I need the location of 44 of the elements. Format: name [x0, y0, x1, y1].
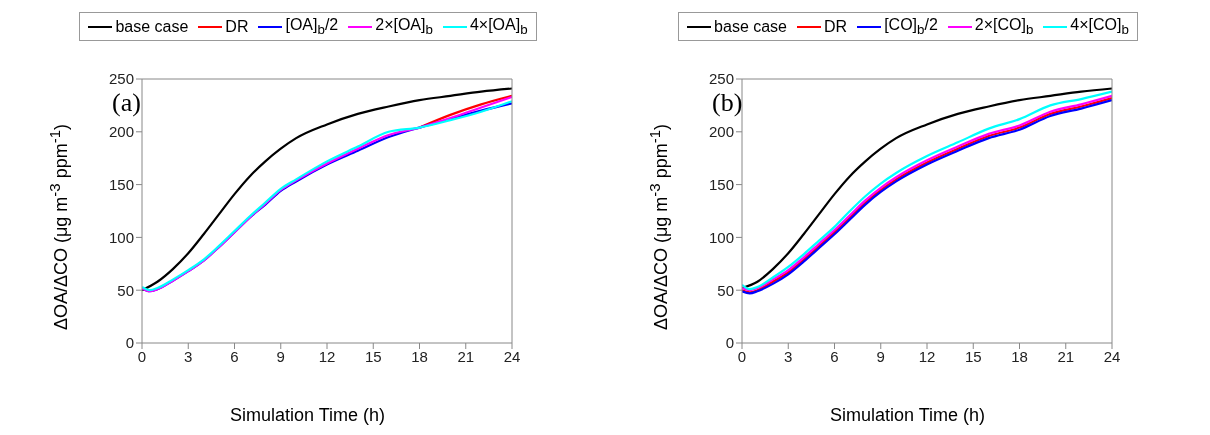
x-tick-label: 6 — [830, 347, 839, 365]
x-tick-label: 12 — [918, 347, 936, 365]
legend-label: 2×[OA]$_{b}$ — [375, 16, 433, 38]
legend-label: base case — [714, 17, 788, 36]
x-tick-label: 21 — [457, 347, 475, 365]
y-tick-label: 100 — [708, 228, 734, 246]
y-tick-label: 50 — [717, 281, 734, 299]
y-tick-label: 100 — [108, 228, 134, 246]
x-axis-title: Simulation Time (h) — [828, 405, 987, 426]
x-tick-label: 15 — [364, 347, 382, 365]
y-tick-label: 150 — [708, 175, 734, 193]
x-tick-label: 24 — [1103, 347, 1121, 365]
x-tick-label: 21 — [1057, 347, 1075, 365]
x-tick-label: 3 — [184, 347, 193, 365]
x-tick-label: 9 — [876, 347, 885, 365]
annotation: (b) — [712, 88, 743, 118]
legend-label: 4×[CO]$_{b}$ — [1070, 16, 1129, 38]
legend-label: [CO]$_{b}$/2 — [884, 16, 938, 38]
legend-label: DR — [824, 17, 848, 36]
y-tick-label: 150 — [108, 175, 134, 193]
y-tick-label: 0 — [125, 334, 134, 352]
x-tick-label: 18 — [411, 347, 428, 365]
x-tick-label: 0 — [137, 347, 147, 365]
text: (a) — [112, 88, 141, 118]
x-tick-label: 24 — [503, 347, 521, 365]
x-axis-title: Simulation Time (h) — [228, 405, 387, 426]
y-tick-label: 0 — [725, 334, 734, 352]
legend-label: DR — [225, 17, 249, 36]
y-tick-label: 200 — [108, 123, 134, 141]
y-tick-label: 250 — [108, 70, 134, 88]
x-tick-label: 9 — [276, 347, 285, 365]
y-tick-label: 200 — [708, 123, 734, 141]
legend-label: base case — [115, 17, 189, 36]
legend-label: [OA]$_{b}$/2 — [285, 16, 339, 38]
x-tick-label: 15 — [964, 347, 982, 365]
x-tick-label: 0 — [737, 347, 747, 365]
x-tick-label: 12 — [318, 347, 336, 365]
legend-label: 4×[OA]$_{b}$ — [469, 16, 528, 38]
x-tick-label: 18 — [1011, 347, 1028, 365]
y-tick-label: 250 — [708, 70, 734, 88]
x-tick-label: 6 — [230, 347, 239, 365]
x-tick-label: 3 — [784, 347, 793, 365]
y-tick-label: 50 — [117, 281, 134, 299]
legend-label: 2×[CO]$_{b}$ — [974, 16, 1034, 38]
